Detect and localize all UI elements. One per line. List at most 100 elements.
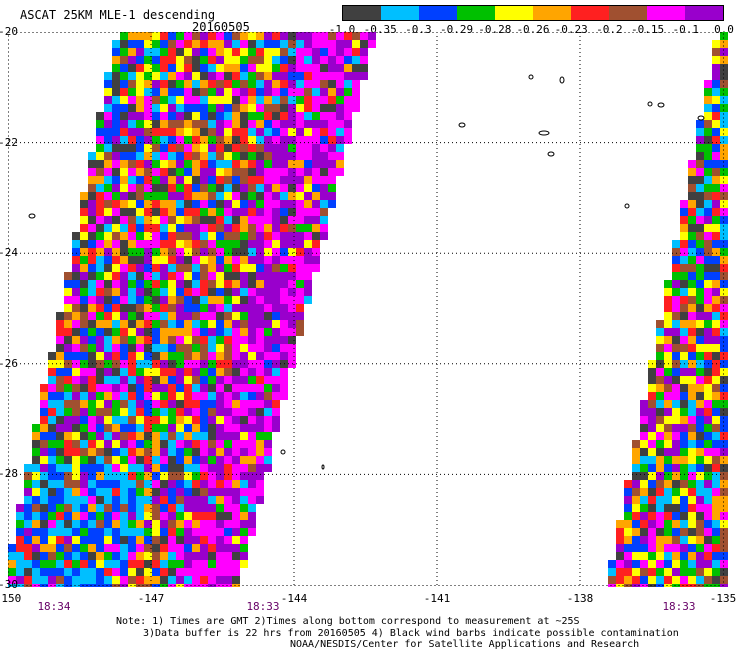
swath-cell bbox=[704, 384, 712, 392]
swath-cell bbox=[88, 440, 96, 448]
swath-cell bbox=[240, 472, 248, 480]
swath-cell bbox=[288, 120, 296, 128]
swath-cell bbox=[216, 208, 224, 216]
swath-cell bbox=[256, 288, 264, 296]
swath-cell bbox=[152, 32, 160, 40]
swath-cell bbox=[152, 72, 160, 80]
swath-cell bbox=[208, 280, 216, 288]
swath-cell bbox=[264, 384, 272, 392]
swath-cell bbox=[88, 344, 96, 352]
swath-cell bbox=[720, 120, 728, 128]
swath-cell bbox=[160, 576, 168, 584]
swath-cell bbox=[40, 400, 48, 408]
swath-cell bbox=[704, 552, 712, 560]
swath-cell bbox=[88, 376, 96, 384]
swath-cell bbox=[272, 136, 280, 144]
swath-cell bbox=[168, 288, 176, 296]
swath-cell bbox=[336, 152, 344, 160]
swath-cell bbox=[272, 144, 280, 152]
swath-cell bbox=[640, 520, 648, 528]
swath-cell bbox=[112, 192, 120, 200]
swath-cell bbox=[112, 224, 120, 232]
swath-cell bbox=[248, 440, 256, 448]
swath-cell bbox=[112, 416, 120, 424]
swath-cell bbox=[168, 88, 176, 96]
swath-cell bbox=[112, 208, 120, 216]
swath-cell bbox=[208, 536, 216, 544]
swath-cell bbox=[720, 488, 728, 496]
swath-cell bbox=[160, 336, 168, 344]
swath-cell bbox=[72, 240, 80, 248]
swath-cell bbox=[672, 512, 680, 520]
swath-cell bbox=[48, 584, 56, 587]
swath-cell bbox=[200, 560, 208, 568]
swath-cell bbox=[48, 568, 56, 576]
swath-cell bbox=[320, 224, 328, 232]
swath-cell bbox=[128, 496, 136, 504]
swath-cell bbox=[672, 480, 680, 488]
swath-cell bbox=[720, 192, 728, 200]
swath-cell bbox=[184, 168, 192, 176]
swath-cell bbox=[712, 192, 720, 200]
swath-cell bbox=[720, 544, 728, 552]
swath-cell bbox=[288, 152, 296, 160]
swath-cell bbox=[120, 216, 128, 224]
swath-cell bbox=[88, 512, 96, 520]
swath-cell bbox=[696, 144, 704, 152]
swath-cell bbox=[80, 512, 88, 520]
swath-cell bbox=[696, 368, 704, 376]
swath-cell bbox=[712, 40, 720, 48]
swath-cell bbox=[96, 544, 104, 552]
swath-cell bbox=[152, 88, 160, 96]
swath-cell bbox=[88, 384, 96, 392]
swath-cell bbox=[152, 512, 160, 520]
swath-cell bbox=[96, 160, 104, 168]
swath-cell bbox=[216, 416, 224, 424]
swath-cell bbox=[328, 176, 336, 184]
swath-cell bbox=[120, 384, 128, 392]
swath-cell bbox=[720, 232, 728, 240]
swath-cell bbox=[184, 72, 192, 80]
swath-cell bbox=[312, 40, 320, 48]
swath-cell bbox=[208, 384, 216, 392]
swath-cell bbox=[176, 312, 184, 320]
swath-cell bbox=[608, 568, 616, 576]
swath-cell bbox=[112, 112, 120, 120]
swath-cell bbox=[280, 128, 288, 136]
swath-cell bbox=[176, 88, 184, 96]
swath-cell bbox=[192, 120, 200, 128]
swath-cell bbox=[208, 544, 216, 552]
swath-cell bbox=[296, 48, 304, 56]
swath-cell bbox=[104, 88, 112, 96]
swath-cell bbox=[24, 552, 32, 560]
swath-cell bbox=[120, 232, 128, 240]
swath-cell bbox=[712, 304, 720, 312]
swath-cell bbox=[312, 192, 320, 200]
swath-cell bbox=[152, 208, 160, 216]
swath-cell bbox=[160, 152, 168, 160]
swath-cell bbox=[160, 328, 168, 336]
swath-cell bbox=[224, 376, 232, 384]
swath-cell bbox=[688, 544, 696, 552]
swath-cell bbox=[672, 376, 680, 384]
swath-cell bbox=[192, 576, 200, 584]
swath-cell bbox=[144, 192, 152, 200]
swath-cell bbox=[216, 112, 224, 120]
swath-cell bbox=[8, 560, 16, 568]
swath-cell bbox=[56, 464, 64, 472]
swath-cell bbox=[120, 296, 128, 304]
swath-cell bbox=[704, 160, 712, 168]
swath-cell bbox=[96, 448, 104, 456]
swath-cell bbox=[664, 352, 672, 360]
swath-cell bbox=[144, 512, 152, 520]
swath-cell bbox=[328, 168, 336, 176]
swath-cell bbox=[184, 336, 192, 344]
swath-cell bbox=[216, 472, 224, 480]
swath-cell bbox=[144, 560, 152, 568]
swath-cell bbox=[88, 328, 96, 336]
swath-cell bbox=[280, 72, 288, 80]
swath-cell bbox=[72, 344, 80, 352]
swath-cell bbox=[224, 256, 232, 264]
swath-cell bbox=[136, 312, 144, 320]
swath-cell bbox=[328, 152, 336, 160]
